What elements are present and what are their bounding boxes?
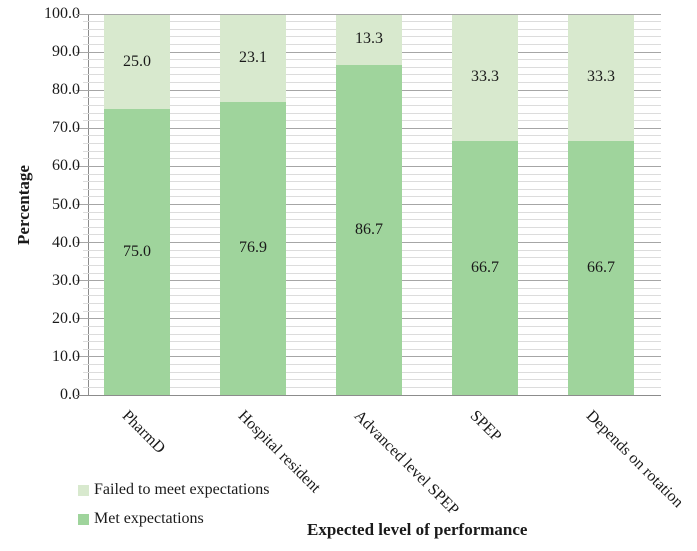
y-axis-tick-label: 80.0	[52, 81, 80, 99]
x-axis-category-label: Depends on rotation	[582, 407, 687, 512]
bar-value-label: 25.0	[123, 52, 151, 70]
stacked-bar: 25.0 75.0	[104, 14, 170, 395]
bar-segment-met: 76.9	[220, 102, 286, 395]
x-axis-title: Expected level of performance	[307, 520, 528, 539]
gridline-major	[76, 13, 661, 15]
bar-value-label: 23.1	[239, 49, 267, 66]
legend-swatch-icon	[78, 484, 89, 496]
legend-item: Met expectations	[78, 510, 270, 528]
x-axis-category-label: PharmD	[118, 407, 169, 458]
bar-value-label: 66.7	[587, 258, 615, 276]
bar-segment-met: 66.7	[568, 140, 634, 395]
bar-segment-met: 66.7	[452, 140, 518, 395]
x-axis-category-label: SPEP	[466, 407, 505, 446]
bar-segment-failed: 25.0	[104, 14, 170, 110]
stacked-bar: 13.3 86.7	[336, 14, 402, 395]
y-axis-tick-label: 40.0	[52, 233, 80, 251]
y-axis-tick-label: 0.0	[60, 386, 80, 403]
x-axis-category-label: Advanced level SPEP	[350, 407, 463, 519]
y-axis-tick-label: 10.0	[52, 347, 80, 365]
legend-swatch-icon	[78, 513, 89, 525]
y-axis-tick-label: 60.0	[52, 157, 80, 175]
legend-label: Failed to meet expectations	[94, 481, 270, 498]
y-axis-tick-label: 50.0	[52, 195, 80, 213]
legend: Failed to meet expectations Met expectati…	[78, 481, 270, 539]
stacked-bar: 23.1 76.9	[220, 14, 286, 395]
bar-value-label: 86.7	[355, 220, 383, 238]
bar-segment-failed: 33.3	[568, 14, 634, 141]
y-axis-tick-label: 20.0	[52, 309, 80, 327]
bar-value-label: 75.0	[123, 243, 151, 261]
stacked-bar: 33.3 66.7	[452, 14, 518, 395]
y-axis-tick-label: 30.0	[52, 271, 80, 289]
bar-value-label: 66.7	[471, 258, 499, 276]
stacked-bar: 33.3 66.7	[568, 14, 634, 395]
bar-segment-failed: 33.3	[452, 14, 518, 141]
bar-value-label: 33.3	[471, 68, 499, 86]
bar-segment-met: 75.0	[104, 109, 170, 395]
bar-value-label: 33.3	[587, 68, 615, 86]
y-axis-tick-label: 70.0	[52, 119, 80, 137]
bar-segment-failed: 13.3	[336, 14, 402, 65]
y-axis-tick-label: 90.0	[52, 43, 80, 61]
plot-area: 25.0 75.0 23.1 76.9 13.3 86.7 33.3 66.7 33.3 66.7	[76, 13, 661, 396]
bar-segment-met: 86.7	[336, 64, 402, 395]
y-axis-zero-tick	[76, 395, 88, 396]
legend-label: Met expectations	[94, 510, 204, 527]
legend-item: Failed to meet expectations	[78, 481, 270, 499]
bar-segment-failed: 23.1	[220, 14, 286, 102]
y-axis-tick-label: 100.0	[44, 5, 80, 22]
bar-value-label: 13.3	[355, 30, 383, 48]
bar-value-label: 76.9	[239, 239, 267, 257]
